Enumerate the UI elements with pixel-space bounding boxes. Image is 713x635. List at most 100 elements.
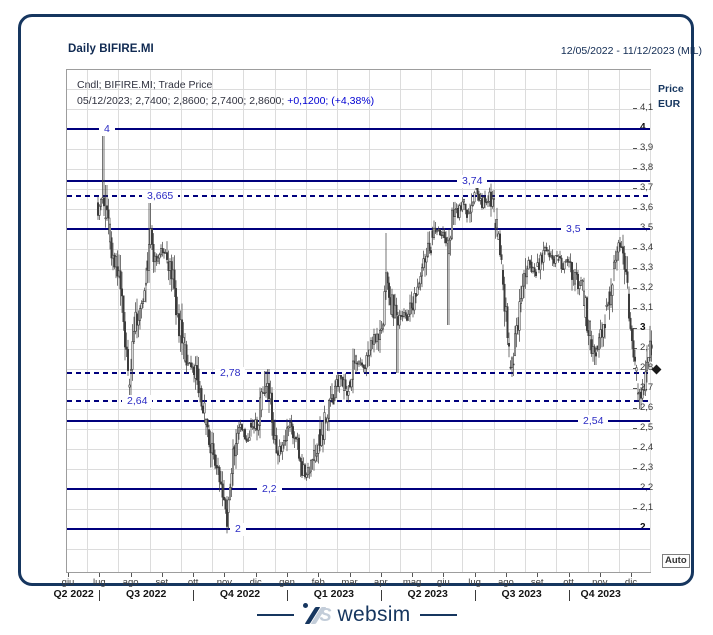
page-title: Daily BIFIRE.MI [68,43,154,55]
grid-line-horizontal [67,409,650,410]
axis-tick-label: 2,6 [640,402,654,413]
price-level-line[interactable] [67,420,650,422]
grid-line-horizontal [67,169,650,170]
price-level-line[interactable] [67,127,650,131]
axis-tick-label: 3,6 [640,202,654,213]
axis-title-price: Price [658,83,684,95]
month-label: lug [92,577,106,588]
price-level-line[interactable] [67,180,650,182]
footer-rule-right [419,613,457,617]
axis-tick-label: 2,7 [640,382,654,393]
month-tick [443,573,445,577]
grid-line-horizontal [67,269,650,270]
websim-logo: S websim [302,602,411,628]
grid-line-vertical [337,70,339,572]
price-level-label: 3,74 [457,174,488,188]
month-tick [505,573,507,577]
month-tick [287,573,288,577]
grid-line-vertical [243,70,245,572]
grid-line-horizontal [67,549,650,550]
grid-line-vertical [524,70,526,572]
axis-tick [633,187,637,189]
grid-line-horizontal [67,309,650,310]
axis-tick-label: 4 [640,122,646,133]
price-level-line[interactable] [67,527,650,531]
axis-tick-label: 3,9 [640,142,654,153]
month-label: dic [624,577,638,588]
quarter-separator [380,590,382,601]
axis-tick-label: 4,1 [640,102,654,113]
axis-tick [633,247,637,249]
month-label: nov [216,577,233,588]
axis-tick-label: 2,3 [640,462,654,473]
quarter-separator [99,590,101,601]
month-label: ott [563,577,574,588]
month-tick [537,573,539,577]
axis-tick [633,507,637,509]
month-label: lug [468,577,481,588]
axis-tick [633,267,637,269]
price-level-label: 4 [99,122,115,136]
grid-line-vertical [462,70,464,572]
quarter-separator [568,590,570,601]
month-label: dic [249,577,262,588]
price-level-line[interactable] [67,228,650,230]
grid-line-vertical [306,70,307,572]
quarter-separator [287,590,289,601]
footer-brand: S websim [0,599,713,631]
price-level-line[interactable] [67,372,650,374]
axis-tick [633,327,637,329]
axis-tick [633,207,637,209]
grid-line-vertical [212,70,214,572]
grid-line-vertical [368,70,370,572]
date-range-label: 12/05/2022 - 11/12/2023 (MIL) [560,45,702,57]
axis-tick-label: 3,2 [640,282,654,293]
month-label: ago [122,577,139,588]
axis-tick-label: 3 [640,322,646,333]
grid-line-horizontal [67,249,650,250]
month-label: giu [61,577,75,588]
axis-tick [633,467,637,469]
quarter-label: Q4 2023 [580,588,621,600]
axis-tick-label: 3,8 [640,162,654,173]
auto-scale-button[interactable]: Auto [662,554,690,568]
axis-tick [633,487,637,489]
month-tick [99,573,101,577]
axis-tick [633,367,637,369]
grid-line-vertical [618,70,620,572]
quarter-label: Q1 2023 [313,588,355,600]
axis-tick-label: 3,7 [640,182,654,193]
grid-line-horizontal [67,209,650,210]
axis-tick [633,307,637,309]
month-label: set [530,577,544,588]
quarter-separator [193,590,195,601]
grid-line-horizontal [67,329,650,330]
grid-line-horizontal [67,109,650,110]
month-label: gen [279,577,295,588]
price-level-line[interactable] [67,195,650,197]
grid-line-horizontal [67,149,650,150]
axis-tick-label: 2,4 [640,442,654,453]
month-tick [68,573,69,577]
axis-tick-label: 2 [640,522,646,533]
plot-area[interactable]: Cndl; BIFIRE.MI; Trade Price 05/12/2023;… [66,69,652,573]
grid-line-horizontal [67,389,650,390]
month-label: ago [497,577,514,588]
axis-tick [633,387,637,389]
chart-card: Daily BIFIRE.MI 12/05/2022 - 11/12/2023 … [18,14,702,601]
axis-tick [633,107,637,109]
axis-tick [633,227,637,229]
axis-tick [633,447,637,449]
price-level-label: 2,78 [215,366,246,380]
grid-line-horizontal [67,509,650,510]
price-level-line[interactable] [67,400,650,402]
axis-tick [633,287,637,289]
quarter-separator [474,590,476,601]
grid-line-vertical [556,70,558,572]
price-level-line[interactable] [67,488,650,490]
footer-rule-left [256,613,294,617]
axis-tick [633,167,637,169]
axis-tick-label: 3,3 [640,262,654,273]
axis-tick-label: 3,4 [640,242,654,253]
